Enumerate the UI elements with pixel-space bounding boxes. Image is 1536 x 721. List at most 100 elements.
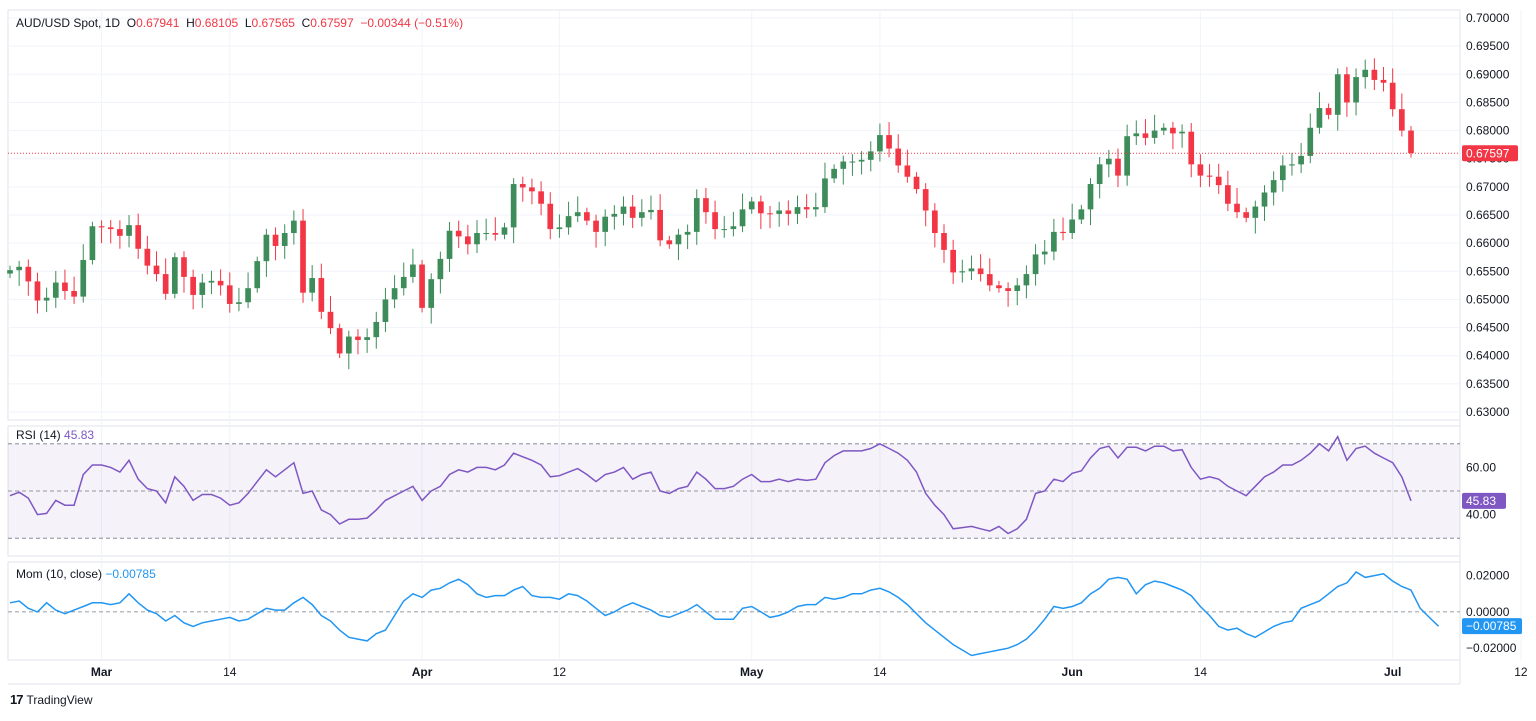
candle-body	[538, 191, 544, 204]
candle-body	[300, 220, 306, 293]
candle-body	[1307, 127, 1314, 156]
candle-body	[758, 201, 764, 214]
time-axis-tick-label: 12	[553, 665, 567, 679]
candle-body	[840, 161, 847, 169]
mom-axis-tick-label: −0.02000	[1466, 641, 1517, 655]
candle-body	[309, 278, 316, 293]
candle-body	[712, 212, 718, 230]
candle-body	[1362, 69, 1369, 78]
mom-value-tag-label: −0.00785	[1466, 619, 1517, 633]
candle-body	[1069, 219, 1076, 234]
candle-body	[52, 282, 59, 298]
last-price-label: 0.67597	[1466, 146, 1510, 160]
candle-body	[1399, 109, 1405, 131]
candle-body	[794, 207, 801, 214]
price-axis-tick-label: 0.70000	[1466, 11, 1510, 25]
candle-body	[574, 212, 581, 217]
close-value: 0.67597	[310, 16, 354, 30]
candle-body	[373, 321, 380, 338]
candle-body	[465, 236, 471, 245]
symbol-label: AUD/USD Spot, 1D	[16, 16, 121, 30]
candle-body	[410, 264, 416, 277]
price-legend: AUD/USD Spot, 1D O0.67941 H0.68105 L0.67…	[16, 16, 463, 30]
candle-body	[1325, 108, 1332, 115]
candle-body	[1151, 130, 1158, 138]
open-value: 0.67941	[136, 16, 180, 30]
candle-body	[648, 209, 654, 213]
candle-body	[776, 210, 783, 214]
candle-body	[474, 233, 480, 245]
candle-body	[437, 258, 444, 280]
candle-body	[657, 209, 663, 241]
candle-body	[144, 248, 151, 266]
candle-body	[941, 233, 947, 250]
candle-body	[98, 226, 105, 228]
candle-body	[739, 209, 746, 227]
candle-body	[666, 240, 673, 245]
candle-body	[1408, 130, 1414, 154]
candle-body	[162, 274, 169, 294]
candle-body	[1344, 74, 1350, 103]
candle-body	[1170, 127, 1176, 134]
mom-axis-tick-label: 0.00000	[1466, 605, 1510, 619]
candle-body	[703, 198, 709, 213]
candle-body	[1270, 180, 1277, 193]
candle-body	[867, 151, 874, 160]
candle-body	[446, 230, 453, 259]
mom-axis-tick-label: 0.02000	[1466, 569, 1510, 583]
candle-body	[602, 216, 609, 232]
candle-body	[849, 161, 856, 163]
candle-body	[1060, 231, 1066, 234]
candle-body	[126, 225, 132, 236]
candle-body	[245, 288, 251, 303]
candle-body	[492, 233, 499, 235]
rsi-name: RSI (14)	[16, 428, 61, 442]
price-axis-tick-label: 0.67000	[1466, 180, 1510, 194]
candle-body	[226, 285, 233, 304]
candle-body	[34, 281, 41, 301]
candle-body	[25, 266, 32, 282]
candle-body	[730, 226, 737, 230]
candle-body	[858, 159, 865, 162]
candle-body	[565, 216, 572, 228]
candle-body	[355, 336, 361, 340]
candle-body	[812, 207, 819, 210]
candle-body	[1133, 133, 1140, 137]
candle-body	[7, 270, 13, 274]
candle-body	[675, 234, 682, 245]
candle-body	[629, 206, 636, 218]
candle-body	[71, 290, 77, 297]
candle-body	[593, 220, 599, 232]
candle-body	[1243, 212, 1250, 218]
candle-body	[208, 280, 215, 283]
candle-body	[1206, 175, 1213, 177]
candle-body	[968, 268, 975, 272]
candle-body	[263, 234, 270, 262]
brand[interactable]: 17 TradingView	[10, 692, 93, 707]
candle-body	[547, 203, 554, 230]
candle-body	[272, 234, 279, 246]
candle-body	[1087, 184, 1094, 210]
candle-body	[977, 268, 984, 275]
price-axis-tick-label: 0.65000	[1466, 292, 1510, 306]
candle-body	[217, 280, 224, 286]
price-axis-tick-label: 0.64500	[1466, 321, 1510, 335]
candle-body	[1105, 158, 1112, 165]
high-label: H	[186, 16, 195, 30]
price-axis-tick-label: 0.69000	[1466, 67, 1510, 81]
candle-body	[1032, 254, 1039, 275]
candle-body	[913, 176, 920, 190]
price-axis-tick-label: 0.68500	[1466, 95, 1510, 109]
rsi-value-tag-label: 45.83	[1466, 494, 1496, 508]
candle-body	[922, 189, 929, 211]
candle-body	[345, 336, 352, 354]
candle-body	[1225, 185, 1231, 204]
candle-body	[236, 302, 242, 304]
mom-legend: Mom (10, close) −0.00785	[16, 567, 156, 581]
mom-line	[9, 571, 1440, 657]
low-label: L	[244, 16, 252, 30]
high-value: 0.68105	[194, 16, 239, 30]
candle-body	[190, 276, 196, 295]
